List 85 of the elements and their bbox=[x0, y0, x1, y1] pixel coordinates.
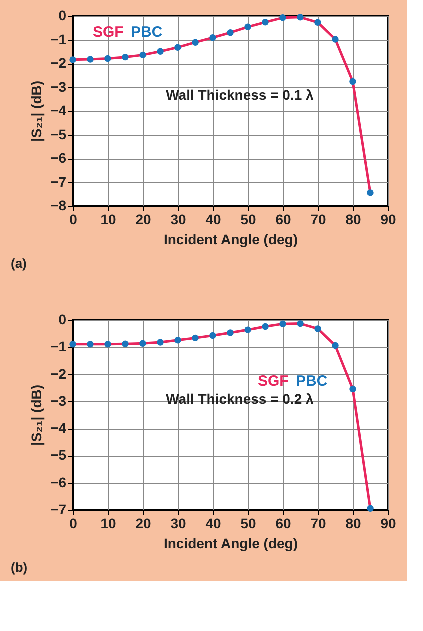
point bbox=[280, 320, 286, 328]
point bbox=[87, 56, 94, 63]
text: SGF bbox=[258, 372, 289, 390]
point bbox=[262, 323, 269, 330]
point bbox=[104, 55, 112, 62]
y-tick-label: 0 bbox=[58, 8, 67, 24]
point bbox=[122, 340, 129, 348]
point bbox=[87, 341, 94, 348]
x-tick-label: 0 bbox=[70, 516, 78, 532]
y-tick-label: −3 bbox=[50, 78, 67, 95]
point bbox=[350, 78, 356, 86]
point bbox=[280, 14, 286, 22]
x-tick-label: 30 bbox=[170, 212, 186, 228]
point bbox=[70, 56, 76, 64]
x-axis-title: Incident Angle (deg) bbox=[164, 232, 298, 248]
point bbox=[210, 34, 216, 42]
point bbox=[314, 326, 322, 332]
y-tick-label: −8 bbox=[50, 198, 67, 214]
x-tick-label: 20 bbox=[136, 212, 152, 228]
annotation: Wall Thickness = 0.1 λ bbox=[166, 86, 314, 103]
y-tick-label: −5 bbox=[50, 447, 67, 464]
x-tick-label: 80 bbox=[346, 516, 362, 532]
x-tick-label: 60 bbox=[276, 212, 292, 228]
point bbox=[332, 36, 339, 43]
x-axis-title: Incident Angle (deg) bbox=[164, 536, 298, 552]
point bbox=[350, 386, 356, 393]
y-tick-label: −4 bbox=[50, 102, 67, 118]
point bbox=[122, 54, 129, 61]
x-tick-label: 70 bbox=[310, 212, 326, 228]
point bbox=[262, 19, 269, 26]
point bbox=[140, 340, 146, 347]
x-tick-label: 80 bbox=[346, 212, 362, 228]
point bbox=[104, 341, 112, 348]
x-tick-label: 70 bbox=[310, 516, 326, 532]
x-tick-label: 50 bbox=[240, 516, 256, 532]
point bbox=[227, 330, 234, 336]
x-tick-label: 40 bbox=[206, 516, 222, 532]
x-tick-label: 30 bbox=[170, 516, 186, 532]
x-tick-label: 10 bbox=[100, 516, 116, 532]
point bbox=[367, 190, 374, 196]
point bbox=[314, 19, 322, 26]
point bbox=[244, 24, 252, 31]
point bbox=[367, 505, 374, 512]
y-tick-label: −3 bbox=[50, 392, 67, 409]
x-tick-label: 40 bbox=[206, 212, 222, 228]
y-tick-label: −5 bbox=[50, 126, 67, 142]
x-tick-label: 0 bbox=[70, 212, 78, 228]
x-tick-label: 50 bbox=[240, 212, 256, 228]
point bbox=[332, 342, 339, 350]
x-tick-label: 60 bbox=[276, 516, 292, 532]
y-tick-label: −2 bbox=[50, 55, 67, 71]
point bbox=[192, 39, 199, 46]
point bbox=[244, 326, 252, 334]
y-tick-label: 0 bbox=[58, 312, 67, 328]
point bbox=[174, 337, 182, 344]
y-tick-label: −1 bbox=[50, 338, 67, 355]
y-tick-label: −2 bbox=[50, 366, 67, 382]
annotation: Wall Thickness = 0.2 λ bbox=[166, 390, 314, 407]
point bbox=[297, 320, 304, 328]
y-tick-label: −6 bbox=[50, 474, 67, 490]
point bbox=[157, 48, 164, 55]
y-axis-title: |S₂₁| (dB) bbox=[28, 384, 46, 446]
point bbox=[192, 334, 199, 342]
y-tick-label: −1 bbox=[50, 31, 67, 48]
y-tick-label: −7 bbox=[50, 174, 67, 190]
x-tick-label: 90 bbox=[380, 516, 396, 532]
point bbox=[157, 339, 164, 346]
point bbox=[210, 332, 216, 340]
point bbox=[227, 30, 234, 36]
x-tick-label: 20 bbox=[136, 516, 152, 532]
point bbox=[297, 14, 304, 21]
text: (a) bbox=[11, 256, 27, 271]
y-axis-title: |S₂₁| (dB) bbox=[28, 80, 46, 142]
text: (b) bbox=[11, 560, 28, 575]
x-tick-label: 10 bbox=[100, 212, 116, 228]
series-label: PBC bbox=[131, 24, 163, 41]
y-tick-label: −4 bbox=[50, 420, 67, 436]
point bbox=[140, 52, 146, 59]
y-tick-label: −6 bbox=[50, 150, 67, 166]
x-tick-label: 90 bbox=[380, 212, 396, 228]
point bbox=[174, 44, 182, 51]
y-tick-label: −7 bbox=[50, 502, 67, 518]
point bbox=[70, 341, 76, 348]
series-label: PBC bbox=[296, 372, 328, 390]
series-label: SGF bbox=[93, 24, 124, 41]
